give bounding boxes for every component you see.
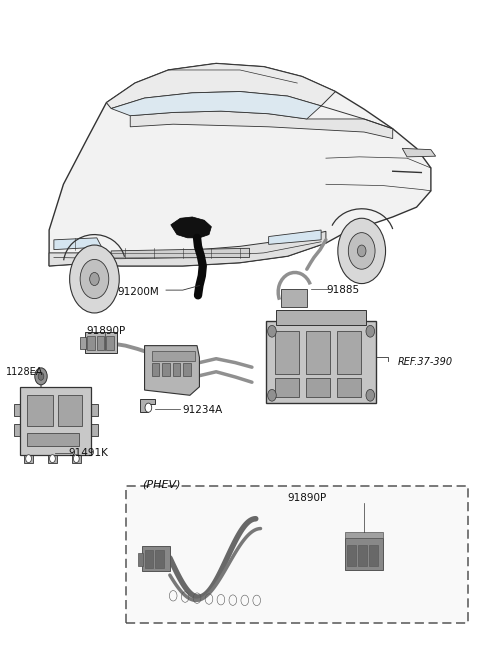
- Bar: [152, 363, 159, 376]
- Polygon shape: [49, 232, 326, 266]
- Bar: [58, 395, 82, 426]
- Circle shape: [35, 368, 47, 385]
- Bar: [162, 363, 170, 376]
- Polygon shape: [111, 249, 250, 258]
- Bar: [80, 337, 86, 349]
- Text: 1128EA: 1128EA: [6, 367, 44, 377]
- Bar: [306, 379, 330, 397]
- Circle shape: [268, 325, 276, 337]
- Circle shape: [338, 218, 385, 283]
- Circle shape: [90, 272, 99, 285]
- Bar: [183, 363, 191, 376]
- Bar: [97, 336, 105, 350]
- Bar: [48, 453, 57, 463]
- Bar: [72, 453, 81, 463]
- Bar: [348, 545, 356, 565]
- Text: 91890P: 91890P: [87, 327, 126, 337]
- Polygon shape: [130, 111, 393, 138]
- Bar: [266, 321, 376, 403]
- Bar: [281, 289, 307, 307]
- Text: 91890P: 91890P: [287, 493, 326, 503]
- Circle shape: [358, 245, 366, 256]
- Bar: [91, 424, 98, 436]
- Bar: [138, 553, 143, 565]
- Bar: [337, 331, 361, 374]
- Text: 91200M: 91200M: [117, 287, 159, 297]
- Polygon shape: [140, 399, 155, 411]
- Bar: [337, 379, 361, 397]
- Polygon shape: [402, 148, 436, 157]
- Polygon shape: [144, 346, 199, 396]
- Bar: [91, 405, 98, 416]
- Circle shape: [366, 325, 374, 337]
- Polygon shape: [49, 64, 431, 266]
- Bar: [345, 539, 383, 569]
- Bar: [276, 310, 366, 325]
- Polygon shape: [54, 238, 102, 250]
- Bar: [126, 486, 468, 623]
- Polygon shape: [111, 92, 321, 119]
- Text: 91491K: 91491K: [68, 449, 108, 459]
- Circle shape: [73, 455, 79, 462]
- Circle shape: [145, 403, 152, 412]
- Polygon shape: [269, 230, 321, 245]
- Circle shape: [38, 373, 44, 380]
- Bar: [345, 532, 383, 539]
- Text: (PHEV): (PHEV): [142, 480, 180, 489]
- Circle shape: [80, 259, 109, 298]
- Bar: [369, 545, 378, 565]
- Circle shape: [348, 233, 375, 269]
- Circle shape: [268, 390, 276, 401]
- Circle shape: [70, 245, 119, 313]
- Bar: [359, 545, 367, 565]
- Bar: [14, 424, 21, 436]
- Text: 91234A: 91234A: [183, 405, 223, 415]
- Bar: [155, 550, 164, 568]
- Bar: [306, 331, 330, 374]
- Bar: [14, 405, 21, 416]
- Bar: [107, 336, 114, 350]
- Bar: [275, 379, 299, 397]
- Bar: [24, 453, 33, 463]
- Circle shape: [26, 455, 32, 462]
- Bar: [144, 550, 153, 568]
- Bar: [27, 432, 79, 445]
- Polygon shape: [107, 64, 336, 108]
- Bar: [85, 332, 117, 353]
- Bar: [20, 387, 91, 455]
- Text: 91885: 91885: [326, 285, 359, 295]
- Text: REF.37-390: REF.37-390: [397, 357, 453, 367]
- Bar: [142, 546, 170, 571]
- Circle shape: [366, 390, 374, 401]
- Polygon shape: [171, 217, 211, 238]
- Bar: [275, 331, 299, 374]
- Bar: [173, 363, 180, 376]
- Bar: [152, 351, 195, 361]
- Bar: [87, 336, 95, 350]
- Circle shape: [49, 455, 55, 462]
- Bar: [27, 395, 53, 426]
